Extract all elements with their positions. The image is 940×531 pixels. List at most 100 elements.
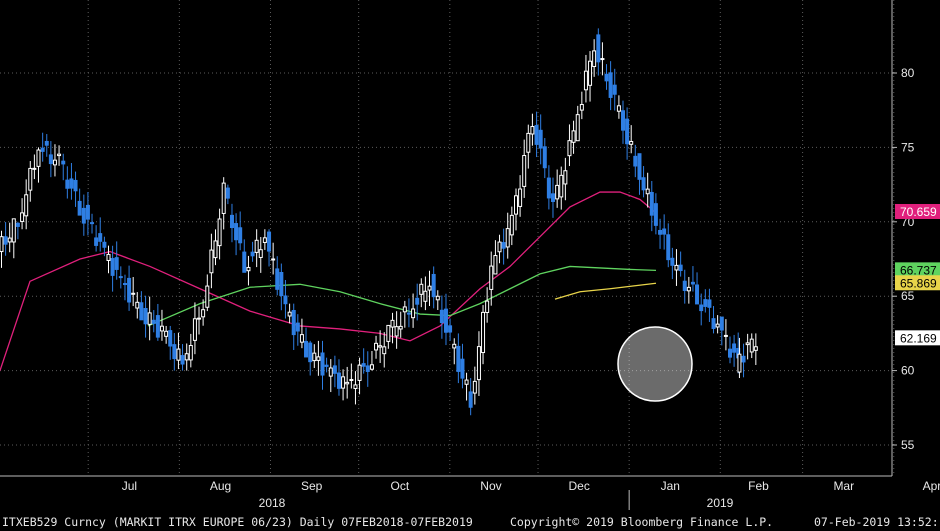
x-month-label: Oct <box>391 479 410 493</box>
candle-body <box>501 242 506 249</box>
candle-body <box>571 130 576 143</box>
candle-body <box>464 379 469 385</box>
candle-body <box>258 249 263 258</box>
highlight-circle <box>617 326 693 402</box>
candle-body <box>341 376 346 389</box>
candle-body <box>287 311 292 317</box>
y-tick-label: 80 <box>901 66 915 80</box>
candle-body <box>546 177 551 199</box>
candle-body <box>304 340 309 358</box>
x-year-label: 2018 <box>259 496 286 510</box>
price-tag-label: 65.869 <box>900 276 937 290</box>
candle-body <box>741 355 746 363</box>
candle-body <box>295 322 300 332</box>
candle-body <box>205 285 210 308</box>
candle-body <box>448 325 453 333</box>
candle-body <box>32 167 37 170</box>
candle-body <box>94 237 99 246</box>
candle-body <box>118 276 123 279</box>
candle-body <box>357 364 362 381</box>
candle-body <box>267 231 272 252</box>
candle-body <box>254 239 259 253</box>
candle-body <box>176 348 181 361</box>
candle-body <box>349 379 354 382</box>
candle-body <box>229 214 234 229</box>
candle-body <box>184 353 189 361</box>
candle-body <box>538 129 543 149</box>
candle-body <box>213 240 218 259</box>
x-month-label: Feb <box>748 479 769 493</box>
candle-body <box>378 345 383 348</box>
x-month-label: Sep <box>301 479 323 493</box>
candle-body <box>707 299 712 308</box>
candle-body <box>431 273 436 298</box>
candle-body <box>732 343 737 353</box>
candle-body <box>15 222 20 227</box>
candle-body <box>168 330 173 347</box>
candle-body <box>275 268 280 290</box>
candle-body <box>382 346 387 355</box>
candle-body <box>328 367 333 377</box>
price-tag-label: 62.169 <box>900 331 937 345</box>
candle-body <box>530 126 535 135</box>
x-month-label: Jul <box>122 479 137 493</box>
candle-body <box>81 207 86 224</box>
y-tick-label: 60 <box>901 364 915 378</box>
x-year-label: 2019 <box>707 496 734 510</box>
candle-body <box>625 118 630 145</box>
x-month-label: Dec <box>569 479 590 493</box>
candle-body <box>402 306 407 313</box>
candle-body <box>608 72 613 98</box>
candle-body <box>419 283 424 295</box>
candle-body <box>703 299 708 307</box>
candle-body <box>493 255 498 275</box>
candle-body <box>695 284 700 305</box>
candle-body <box>526 132 531 153</box>
candle-body <box>36 149 41 167</box>
y-tick-label: 65 <box>901 289 915 303</box>
candle-body <box>505 228 510 248</box>
candle-body <box>40 147 45 152</box>
candle-body <box>98 233 103 242</box>
candle-body <box>514 195 518 215</box>
candle-body <box>369 364 374 370</box>
candle-body <box>110 258 115 276</box>
candle-body <box>579 104 584 111</box>
x-month-label: Mar <box>833 479 854 493</box>
candle-body <box>509 214 514 236</box>
candle-body <box>753 346 758 351</box>
price-tag-label: 66.737 <box>900 263 937 277</box>
candle-body <box>90 222 95 225</box>
candle-body <box>114 257 119 270</box>
candle-body <box>127 277 132 303</box>
candle-body <box>468 391 473 408</box>
candle-body <box>312 352 317 362</box>
candle-body <box>666 234 671 261</box>
candle-body <box>65 179 70 189</box>
x-month-label: Aug <box>210 479 231 493</box>
x-month-label: Jan <box>661 479 680 493</box>
candle-body <box>476 346 481 381</box>
candle-body <box>11 218 16 243</box>
candle-body <box>77 200 82 216</box>
price-tag-box <box>895 330 940 346</box>
candle-body <box>316 356 321 361</box>
candle-body <box>394 326 399 337</box>
candle-body <box>641 177 646 191</box>
candle-body <box>353 384 358 389</box>
candle-body <box>151 319 156 324</box>
candle-body <box>522 155 527 187</box>
candle-body <box>550 193 555 202</box>
candle-body <box>443 308 448 333</box>
candle-body <box>621 110 625 131</box>
price-tag-box <box>895 262 940 278</box>
candle-body <box>649 191 654 216</box>
candle-body <box>398 325 403 330</box>
candle-body <box>555 184 560 200</box>
price-tag-label: 70.659 <box>900 205 937 219</box>
candle-body <box>291 309 296 336</box>
candle-body <box>699 304 704 312</box>
candle-body <box>106 253 111 261</box>
candle-body <box>201 309 206 318</box>
